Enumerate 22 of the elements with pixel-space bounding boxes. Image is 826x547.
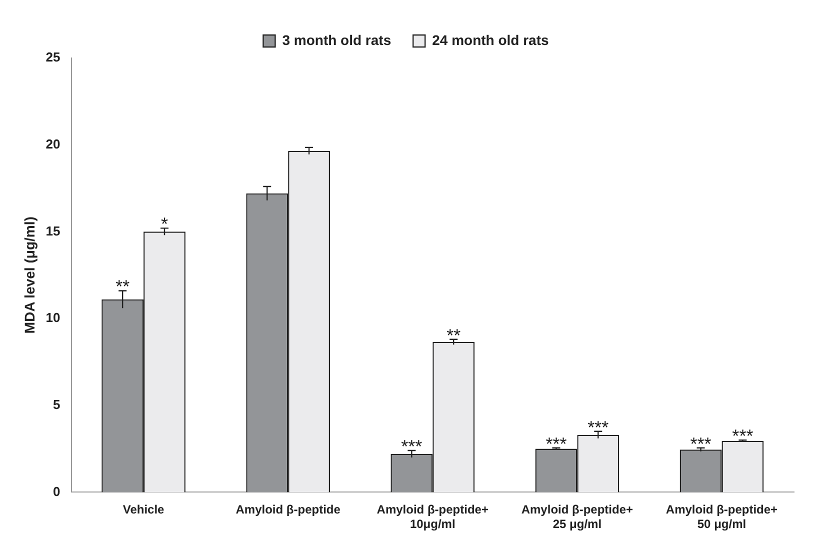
annotation: ** <box>446 325 461 346</box>
y-tick-label: 20 <box>46 136 60 152</box>
y-tick-label: 10 <box>46 310 60 326</box>
annotation: *** <box>690 434 712 454</box>
y-tick-label: 0 <box>53 484 60 499</box>
legend-label: 3 month old rats <box>282 32 392 48</box>
x-tick-label: Amyloid β-peptide+ 50 μg/ml <box>666 502 778 532</box>
y-tick-label: 5 <box>53 396 60 412</box>
y-axis-title: MDA level (μg/ml) <box>21 216 38 334</box>
annotation: *** <box>588 417 609 438</box>
x-tick-label: Amyloid β-peptide <box>236 502 341 517</box>
annotation: *** <box>732 426 754 446</box>
x-tick-label: Vehicle <box>122 502 165 517</box>
y-tick-label: 25 <box>46 50 60 65</box>
annotation: ** <box>116 276 130 297</box>
annotation: *** <box>546 434 567 454</box>
annotation: *** <box>401 436 422 456</box>
y-tick-label: 15 <box>46 223 60 238</box>
x-tick-label: Amyloid β-peptide+ 10μg/ml <box>376 502 488 532</box>
x-tick-label: Amyloid β-peptide+ 25 μg/ml <box>521 502 634 532</box>
legend-label: 24 month old rats <box>432 32 550 48</box>
annotation: * <box>160 214 168 234</box>
